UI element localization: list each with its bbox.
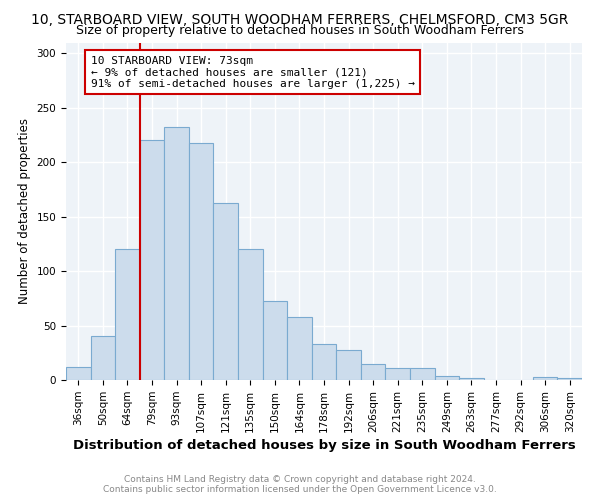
Bar [459, 378, 484, 380]
Bar [91, 336, 115, 380]
Bar [66, 367, 91, 380]
Bar [361, 364, 385, 380]
Bar [287, 317, 312, 380]
Bar [164, 128, 189, 380]
Bar [263, 300, 287, 380]
Text: 10 STARBOARD VIEW: 73sqm
← 9% of detached houses are smaller (121)
91% of semi-d: 10 STARBOARD VIEW: 73sqm ← 9% of detache… [91, 56, 415, 89]
Bar [312, 344, 336, 380]
Bar [214, 202, 238, 380]
Bar [336, 350, 361, 380]
X-axis label: Distribution of detached houses by size in South Woodham Ferrers: Distribution of detached houses by size … [73, 439, 575, 452]
Text: Size of property relative to detached houses in South Woodham Ferrers: Size of property relative to detached ho… [76, 24, 524, 37]
Text: Contains HM Land Registry data © Crown copyright and database right 2024.
Contai: Contains HM Land Registry data © Crown c… [103, 474, 497, 494]
Bar [410, 368, 434, 380]
Bar [557, 378, 582, 380]
Bar [238, 250, 263, 380]
Text: 10, STARBOARD VIEW, SOUTH WOODHAM FERRERS, CHELMSFORD, CM3 5GR: 10, STARBOARD VIEW, SOUTH WOODHAM FERRER… [31, 12, 569, 26]
Bar [189, 142, 214, 380]
Y-axis label: Number of detached properties: Number of detached properties [18, 118, 31, 304]
Bar [434, 376, 459, 380]
Bar [385, 368, 410, 380]
Bar [140, 140, 164, 380]
Bar [533, 376, 557, 380]
Bar [115, 250, 140, 380]
